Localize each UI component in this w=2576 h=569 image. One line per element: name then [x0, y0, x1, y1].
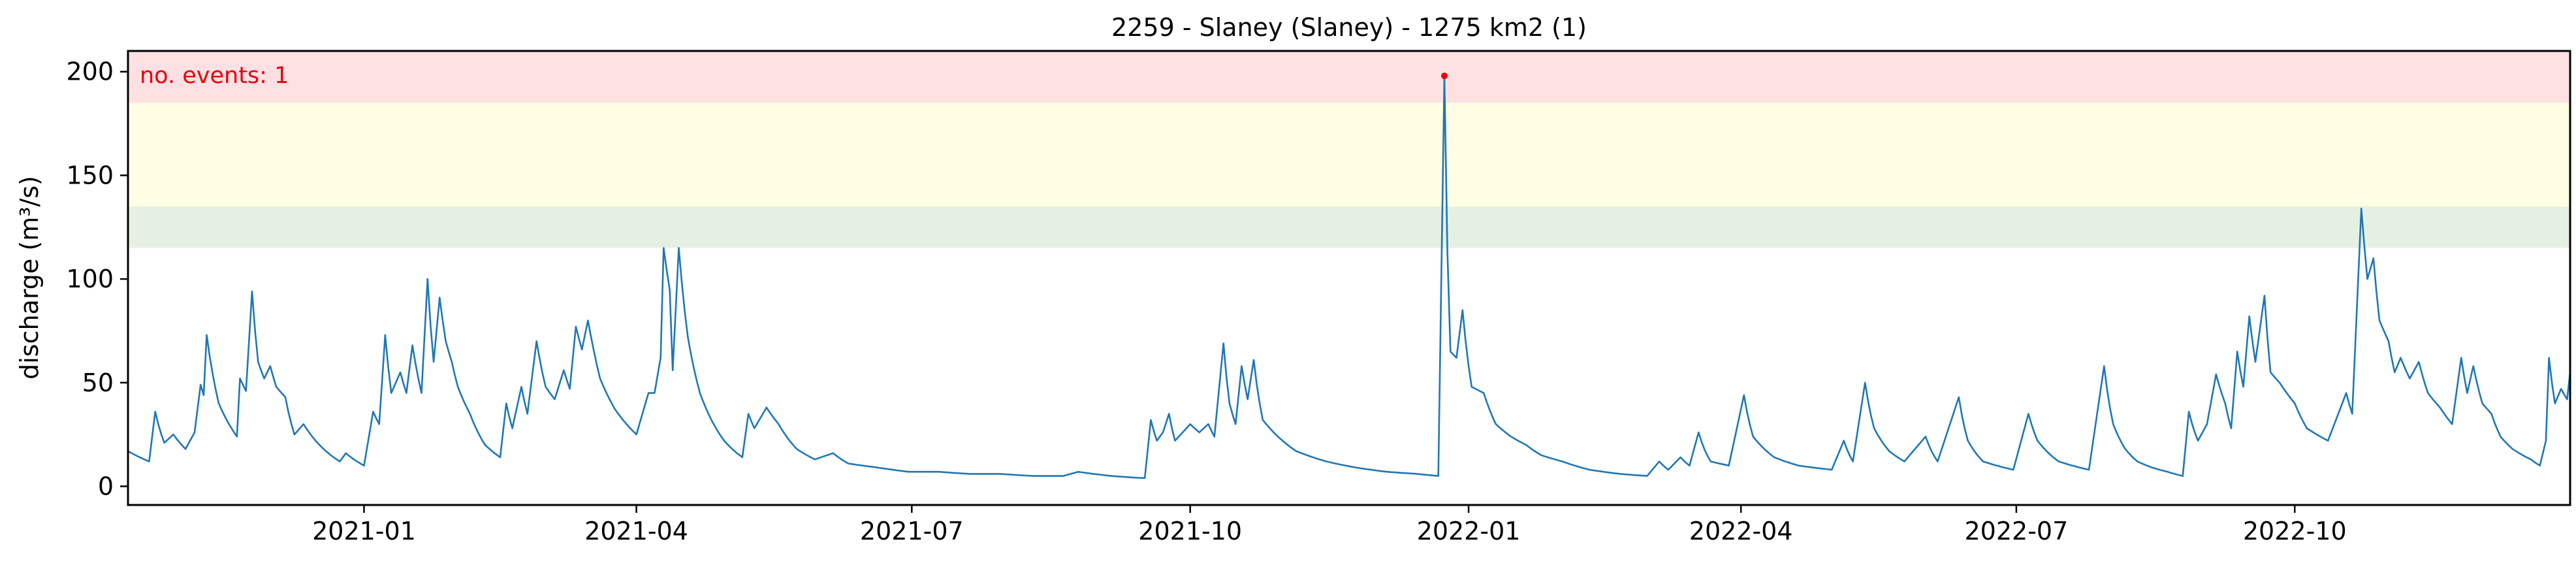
plot-area: [127, 73, 2571, 480]
y-tick-label: 0: [98, 472, 114, 500]
x-tick-label: 2021-07: [860, 517, 964, 545]
y-tick-label: 100: [66, 265, 114, 293]
discharge-series-line: [127, 74, 2571, 480]
x-tick-label: 2022-04: [1689, 517, 1793, 545]
event-marker: [1440, 73, 1448, 80]
y-axis-ticks: 0 50 100 150 200: [66, 57, 128, 500]
events-annotation: no. events: 1: [140, 63, 289, 89]
x-tick-label: 2022-10: [2243, 517, 2347, 545]
y-tick-label: 150: [66, 161, 114, 189]
threshold-band-1: [128, 103, 2570, 207]
x-tick-label: 2021-01: [312, 517, 416, 545]
x-tick-label: 2021-10: [1138, 517, 1242, 545]
x-tick-label: 2021-04: [584, 517, 688, 545]
x-tick-label: 2022-07: [1965, 517, 2069, 545]
y-tick-label: 50: [82, 368, 114, 397]
threshold-bands: [128, 51, 2570, 248]
x-tick-label: 2022-01: [1417, 517, 1521, 545]
threshold-band-0: [128, 206, 2570, 248]
y-axis-label: discharge (m³/s): [15, 176, 44, 380]
axes-frame: [127, 50, 2571, 506]
threshold-band-2: [128, 51, 2570, 103]
y-tick-label: 200: [66, 57, 114, 86]
x-axis-ticks: 2021-01 2021-04 2021-07 2021-10 2022-01 2022-…: [312, 505, 2347, 545]
chart-title: 2259 - Slaney (Slaney) - 1275 km2 (1): [1111, 13, 1587, 42]
